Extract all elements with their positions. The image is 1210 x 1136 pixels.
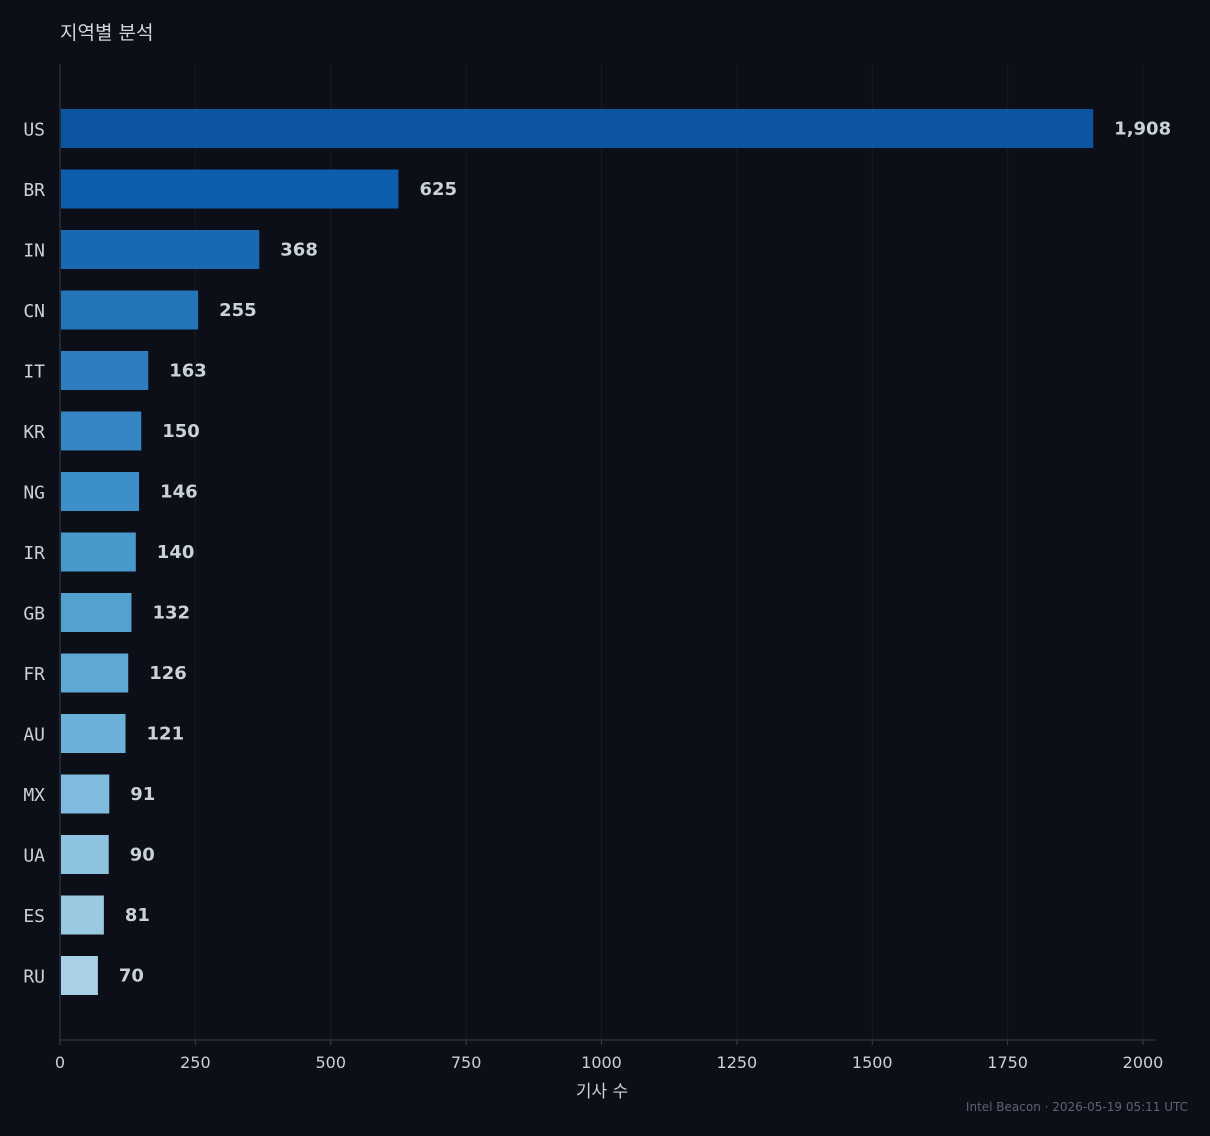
value-label: 163 — [169, 361, 207, 382]
value-label: 132 — [152, 603, 190, 624]
bar-cn — [61, 290, 199, 330]
bar-fr — [61, 653, 129, 693]
category-label: IN — [23, 241, 45, 262]
bars — [61, 109, 1094, 995]
bar-it — [61, 351, 149, 390]
bar-au — [61, 714, 126, 753]
x-tick-labels: 0 250 500 750 1000 1250 1500 1750 2000 — [55, 1053, 1163, 1072]
value-label: 91 — [130, 784, 155, 805]
value-label: 90 — [130, 845, 155, 866]
value-label: 126 — [149, 663, 187, 684]
category-label: UA — [23, 846, 45, 867]
category-label: MX — [23, 785, 45, 806]
bar-ru — [61, 956, 98, 995]
value-label: 121 — [147, 724, 185, 745]
category-label: US — [23, 120, 45, 141]
x-tick-label: 0 — [55, 1053, 65, 1072]
category-label: CN — [23, 301, 45, 322]
category-label: FR — [23, 664, 45, 685]
labels: US 1,908 BR 625 IN 368 CN 255 IT 163 KR 150 NG 146 IR 1… — [23, 119, 1171, 988]
bar-es — [61, 895, 104, 935]
x-tick-label: 750 — [451, 1053, 482, 1072]
bar-br — [61, 169, 399, 209]
x-tick-label: 1000 — [581, 1053, 622, 1072]
x-tick-label: 1250 — [717, 1053, 758, 1072]
category-label: RU — [23, 967, 45, 988]
bar-kr — [61, 411, 142, 451]
bar-in — [61, 230, 260, 269]
category-label: IT — [23, 362, 45, 383]
bar-mx — [61, 774, 110, 814]
category-label: ES — [23, 906, 45, 927]
category-label: AU — [23, 725, 45, 746]
x-tick-label: 500 — [315, 1053, 346, 1072]
value-label: 70 — [119, 966, 144, 987]
bar-ua — [61, 835, 109, 874]
grid-lines — [194, 64, 1144, 1040]
chart-title: 지역별 분석 — [60, 22, 154, 44]
bar-gb — [61, 593, 132, 632]
bar-us — [61, 109, 1094, 148]
category-label: IR — [23, 543, 45, 564]
category-label: BR — [23, 180, 45, 201]
x-tick-label: 1750 — [987, 1053, 1028, 1072]
value-label: 1,908 — [1114, 119, 1171, 140]
bar-ng — [61, 472, 140, 511]
value-label: 255 — [219, 300, 257, 321]
footer-credit: Intel Beacon · 2026-05-19 05:11 UTC — [965, 1100, 1188, 1114]
value-label: 368 — [280, 240, 318, 261]
axes — [59, 64, 1155, 1045]
x-tick-label: 250 — [180, 1053, 211, 1072]
value-label: 146 — [160, 482, 198, 503]
category-label: KR — [23, 422, 45, 443]
value-label: 81 — [125, 905, 150, 926]
value-label: 150 — [162, 421, 200, 442]
value-label: 625 — [419, 179, 457, 200]
category-label: NG — [23, 483, 45, 504]
x-tick-label: 2000 — [1123, 1053, 1164, 1072]
value-label: 140 — [157, 542, 195, 563]
category-label: GB — [23, 604, 45, 625]
x-tick-label: 1500 — [852, 1053, 893, 1072]
bar-ir — [61, 532, 136, 572]
x-axis-title: 기사 수 — [576, 1082, 628, 1102]
